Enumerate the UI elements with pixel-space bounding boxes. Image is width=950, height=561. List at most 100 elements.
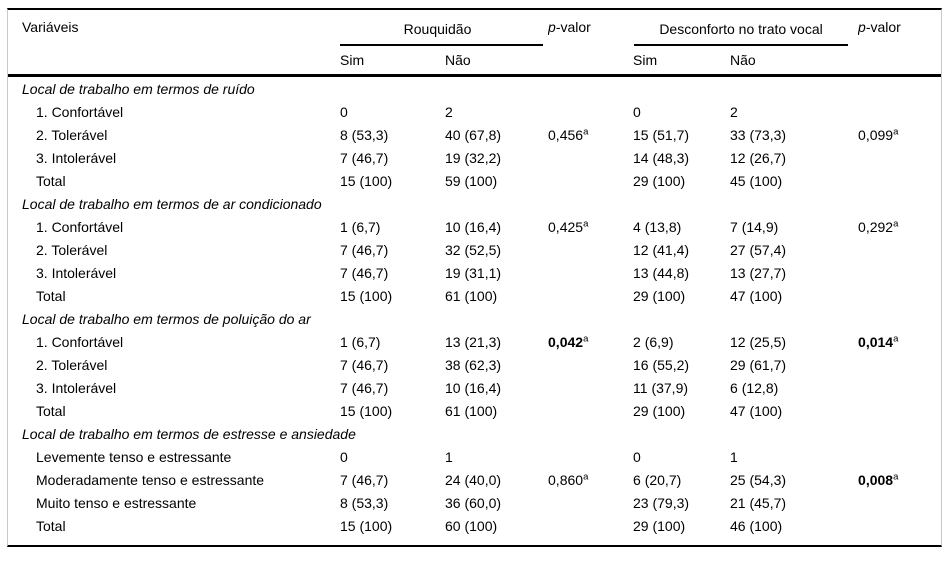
section-title: Local de trabalho em termos de poluição … (22, 310, 311, 327)
rouquidao-sim-value: 1 (6,7) (340, 333, 381, 350)
desconforto-nao-value: 21 (45,7) (730, 494, 787, 511)
statistics-table: Variáveis Rouquidão p-valor Desconforto … (8, 10, 942, 546)
desconforto-sim-value: 0 (633, 103, 641, 120)
row-label: 2. Tolerável (36, 126, 108, 143)
table-row: 3. Intolerável 7 (46,7) 10 (16,4) 11 (37,9)… (8, 376, 941, 399)
pvalue-desconforto-number: 0,014 (858, 333, 894, 350)
pvalue-rouquidao: 0,456a (548, 123, 633, 146)
table-header-row-sub: Sim Não Sim Não (8, 46, 941, 77)
desconforto-nao-value: 25 (54,3) (730, 471, 787, 488)
pvalue-desconforto-superscript: a (893, 217, 899, 229)
desconforto-sim-value: 23 (79,3) (633, 494, 690, 511)
pvalue-desconforto (858, 445, 941, 468)
desconforto-sim-value: 2 (6,9) (633, 333, 674, 350)
column-group-desconforto: Desconforto no trato vocal (633, 10, 858, 46)
table-row: Muito tenso e estressante 8 (53,3) 36 (60,… (8, 491, 941, 514)
column-header-pvalue-1-label: p-valor (548, 19, 591, 35)
table-row: 2. Tolerável 7 (46,7) 32 (52,5) 12 (41,4) 27… (8, 238, 941, 261)
column-header-pvalue-1: p-valor (548, 10, 634, 77)
pvalue-desconforto (858, 146, 941, 169)
table-header: Variáveis Rouquidão p-valor Desconforto … (8, 10, 942, 77)
table-row: 1. Confortável 0 2 0 2 (8, 100, 941, 123)
pvalue-rouquidao (548, 514, 633, 545)
pvalue-desconforto-number: 0,008 (858, 471, 894, 488)
section-title: Local de trabalho em termos de estresse … (22, 425, 356, 442)
column-group-rouquidao: Rouquidão (340, 10, 548, 46)
row-label: Muito tenso e estressante (36, 494, 197, 511)
rouquidao-nao-value: 32 (52,5) (445, 241, 502, 258)
table-row: Levemente tenso e estressante 0 1 0 1 (8, 445, 941, 468)
section-title-row: Local de trabalho em termos de ar condic… (8, 192, 941, 215)
rouquidao-nao-value: 40 (67,8) (445, 126, 502, 143)
pvalue-rouquidao (548, 284, 633, 307)
statistics-table-frame: Variáveis Rouquidão p-valor Desconforto … (7, 8, 942, 547)
subheader-desconforto-nao: Não (730, 46, 859, 77)
rouquidao-sim-value: 8 (53,3) (340, 126, 389, 143)
section-title-row: Local de trabalho em termos de ruído (8, 76, 941, 101)
rouquidao-sim-value: 7 (46,7) (340, 356, 389, 373)
row-label: 1. Confortável (36, 103, 124, 120)
pvalue-desconforto-superscript: a (893, 125, 899, 137)
table-row: Total 15 (100) 61 (100) 29 (100) 47 (100) (8, 399, 941, 422)
table-body: Local de trabalho em termos de ruído 1. C… (8, 76, 941, 546)
desconforto-sim-value: 14 (48,3) (633, 149, 690, 166)
pvalue-desconforto (858, 399, 941, 422)
rouquidao-nao-value: 2 (445, 103, 453, 120)
pvalue-rouquidao (548, 491, 633, 514)
rouquidao-sim-value: 7 (46,7) (340, 379, 389, 396)
desconforto-nao-value: 27 (57,4) (730, 241, 787, 258)
subheader-rouquidao-sim: Sim (340, 46, 445, 77)
column-group-desconforto-label: Desconforto no trato vocal (634, 21, 849, 46)
rouquidao-nao-value: 10 (16,4) (445, 218, 502, 235)
desconforto-nao-value: 13 (27,7) (730, 264, 787, 281)
pvalue-rouquidao-superscript: a (583, 470, 589, 482)
rouquidao-sim-value: 1 (6,7) (340, 218, 381, 235)
pvalue-rouquidao (548, 100, 633, 123)
pvalue-rouquidao (548, 238, 633, 261)
pvalue-desconforto (858, 376, 941, 399)
pvalue-desconforto: 0,099a (858, 123, 941, 146)
rouquidao-nao-value: 24 (40,0) (445, 471, 502, 488)
table-header-row-groups: Variáveis Rouquidão p-valor Desconforto … (8, 10, 942, 77)
row-label: 1. Confortável (36, 333, 124, 350)
column-header-pvalue-2: p-valor (858, 10, 942, 77)
pvalue-desconforto-number: 0,292 (858, 218, 894, 235)
pvalue-rouquidao-number: 0,860 (548, 471, 584, 488)
desconforto-nao-value: 47 (100) (730, 287, 783, 304)
column-header-pvalue-2-label: p-valor (858, 19, 901, 35)
pvalue-rouquidao-number: 0,456 (548, 126, 584, 143)
pvalue-desconforto (858, 491, 941, 514)
column-group-rouquidao-label: Rouquidão (340, 21, 544, 46)
pvalue-desconforto (858, 353, 941, 376)
rouquidao-sim-value: 7 (46,7) (340, 149, 389, 166)
pvalue-rouquidao (548, 261, 633, 284)
desconforto-nao-value: 2 (730, 103, 738, 120)
pvalue-rouquidao: 0,042a (548, 330, 633, 353)
row-label: 3. Intolerável (36, 264, 117, 281)
pvalue-desconforto (858, 169, 941, 192)
desconforto-nao-value: 6 (12,8) (730, 379, 779, 396)
row-label: Moderadamente tenso e estressante (36, 471, 265, 488)
desconforto-sim-value: 13 (44,8) (633, 264, 690, 281)
row-label: 3. Intolerável (36, 149, 117, 166)
row-label: Total (36, 517, 66, 534)
row-label: Total (36, 172, 66, 189)
pvalue-desconforto (858, 261, 941, 284)
table-row: 1. Confortável 1 (6,7) 10 (16,4) 0,425a 4 (1… (8, 215, 941, 238)
desconforto-sim-value: 16 (55,2) (633, 356, 690, 373)
rouquidao-sim-value: 7 (46,7) (340, 264, 389, 281)
pvalue-desconforto (858, 514, 941, 545)
pvalue-rouquidao (548, 353, 633, 376)
rouquidao-nao-value: 38 (62,3) (445, 356, 502, 373)
pvalue-rouquidao (548, 445, 633, 468)
pvalue-rouquidao-number: 0,042 (548, 333, 584, 350)
rouquidao-nao-value: 60 (100) (445, 517, 498, 534)
desconforto-sim-value: 11 (37,9) (633, 379, 689, 396)
table-row: Total 15 (100) 60 (100) 29 (100) 46 (100) (8, 514, 941, 545)
rouquidao-nao-value: 10 (16,4) (445, 379, 502, 396)
rouquidao-sim-value: 15 (100) (340, 402, 393, 419)
row-label: Total (36, 402, 66, 419)
desconforto-nao-value: 29 (61,7) (730, 356, 787, 373)
desconforto-sim-value: 12 (41,4) (633, 241, 690, 258)
section-title-row: Local de trabalho em termos de estresse … (8, 422, 941, 445)
